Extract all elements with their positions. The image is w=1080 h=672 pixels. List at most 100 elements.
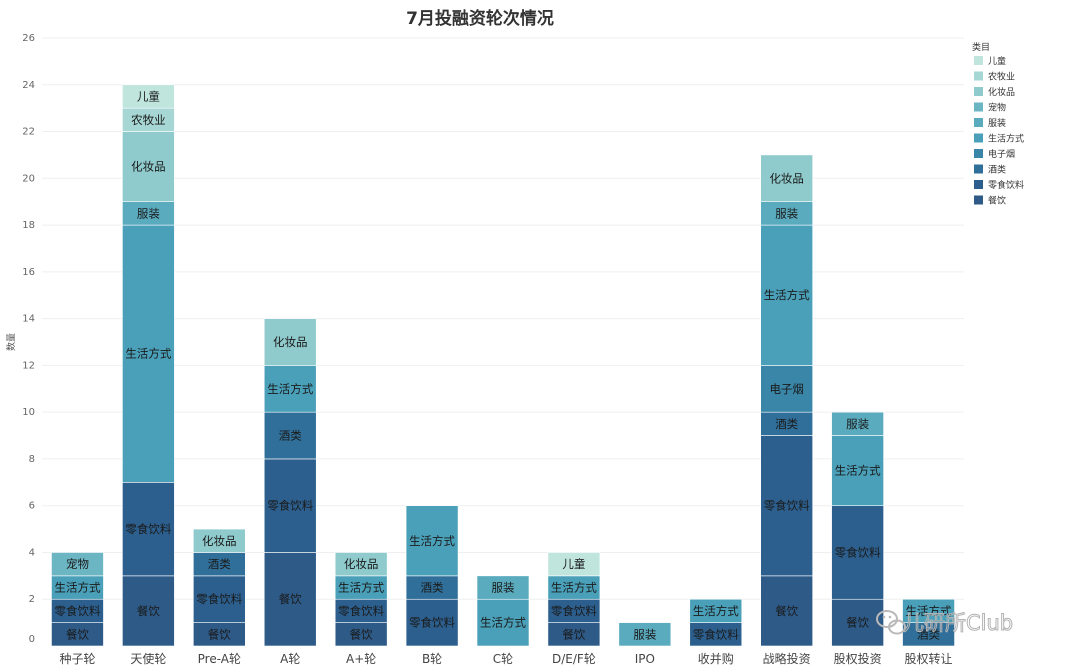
legend-label: 化妆品: [988, 86, 1015, 98]
segment-label: 服装: [633, 627, 656, 641]
x-tick-label: 股权转让: [905, 651, 953, 666]
y-tick-label: 24: [22, 80, 35, 91]
legend-label: 生活方式: [988, 133, 1024, 145]
segment-label: 服装: [846, 417, 869, 431]
segment-label: 生活方式: [409, 534, 455, 548]
bar-segment: [547, 552, 601, 577]
legend-swatch: [974, 118, 983, 127]
segment-label: 餐饮: [562, 627, 585, 641]
bar-segment: [760, 154, 813, 202]
segment-label: 儿童: [562, 557, 585, 571]
bar-segment: [263, 458, 317, 553]
bar-segment: [263, 411, 317, 460]
bar-segment: [263, 552, 317, 647]
wechat-icon: [876, 610, 906, 635]
legend-swatch: [974, 149, 983, 158]
bar-segment: [760, 575, 813, 647]
segment-label: 零食饮料: [196, 592, 242, 606]
x-tick-label: D/E/F轮: [552, 652, 596, 666]
segment-label: 电子烟: [769, 382, 804, 396]
segment-label: 餐饮: [350, 627, 373, 641]
bar-segment: [263, 365, 317, 413]
segment-label: 儿童: [137, 89, 160, 103]
segment-label: 零食饮料: [693, 627, 739, 641]
bar-segment: [689, 598, 743, 623]
x-tick-label: 股权投资: [834, 651, 882, 666]
segment-label: 餐饮: [137, 604, 160, 618]
segment-label: 生活方式: [551, 581, 597, 595]
segment-label: 酒类: [208, 557, 231, 571]
x-tick-label: A+轮: [346, 652, 376, 666]
segment-label: 餐饮: [208, 627, 231, 641]
bars-layer: 餐饮零食饮料生活方式宠物餐饮零食饮料生活方式服装化妆品农牧业儿童餐饮零食饮料酒类…: [51, 84, 955, 647]
bar-segment: [476, 598, 530, 647]
bar-segment: [831, 505, 884, 600]
segment-label: 零食饮料: [835, 545, 881, 559]
x-tick-label: 天使轮: [130, 651, 166, 666]
y-tick-label: 20: [22, 173, 35, 184]
y-tick-label: 12: [22, 360, 35, 371]
grid-layer: [42, 37, 964, 600]
segment-label: 餐饮: [66, 627, 89, 641]
segment-label: 生活方式: [693, 604, 739, 618]
segment-label: 生活方式: [764, 288, 810, 302]
segment-label: 餐饮: [846, 616, 869, 630]
y-tick-label: 4: [29, 547, 35, 558]
watermark-text: 儿研所Club: [903, 611, 1013, 635]
bar-segment: [618, 622, 672, 647]
segment-label: 零食饮料: [54, 604, 100, 618]
segment-label: 零食饮料: [409, 616, 455, 630]
bar-segment: [193, 528, 246, 553]
segment-label: 餐饮: [775, 604, 798, 618]
y-axis-label: 数量: [5, 333, 17, 351]
legend-label: 零食饮料: [988, 179, 1024, 191]
bar-segment: [760, 365, 813, 413]
legend-swatch: [974, 102, 983, 112]
segment-label: 生活方式: [906, 604, 952, 618]
bar-segment: [122, 224, 175, 483]
y-tick-label: 26: [22, 33, 35, 44]
x-tick-label: IPO: [635, 652, 655, 666]
legend-label: 酒类: [988, 164, 1006, 176]
segment-label: 服装: [137, 206, 160, 220]
segment-label: 生活方式: [267, 382, 313, 396]
segment-label: 零食饮料: [267, 499, 313, 513]
bar-segment: [760, 224, 813, 366]
segment-label: 酒类: [775, 417, 798, 431]
y-tick-label: 10: [22, 407, 35, 418]
x-tick-label: A轮: [280, 652, 300, 666]
y-tick-label: 16: [22, 267, 35, 278]
segment-label: 餐饮: [279, 592, 302, 606]
y-tick-label: 8: [29, 454, 35, 465]
y-tick-label: 0: [29, 634, 35, 645]
segment-label: 生活方式: [480, 616, 526, 630]
bar-segment: [51, 552, 104, 577]
segment-label: 生活方式: [54, 581, 100, 595]
x-tick-label: 战略投资: [763, 651, 811, 666]
chart-title: 7月投融资轮次情况: [406, 8, 554, 29]
x-tick-label: Pre-A轮: [198, 652, 241, 666]
segment-label: 农牧业: [131, 113, 166, 127]
segment-label: 酒类: [917, 627, 940, 641]
segment-label: 零食饮料: [338, 604, 384, 618]
bar-segment: [831, 598, 884, 647]
legend-label: 服装: [988, 117, 1006, 129]
x-tick-label: C轮: [493, 652, 513, 666]
bar-segment: [902, 598, 955, 623]
bar-segment: [760, 435, 813, 577]
legend-label: 农牧业: [988, 71, 1015, 83]
bar-segment: [263, 318, 317, 366]
segment-label: 生活方式: [338, 581, 384, 595]
segment-label: 生活方式: [835, 464, 881, 478]
legend-swatch: [974, 133, 983, 143]
y-tick-label: 6: [29, 501, 35, 512]
legend-swatch: [974, 87, 983, 96]
segment-label: 生活方式: [125, 347, 171, 361]
bar-segment: [334, 552, 388, 577]
legend-label: 儿童: [988, 55, 1006, 67]
segment-label: 化妆品: [131, 160, 166, 174]
y-tick-label: 2: [29, 594, 35, 605]
y-tick-label: 14: [22, 314, 35, 325]
